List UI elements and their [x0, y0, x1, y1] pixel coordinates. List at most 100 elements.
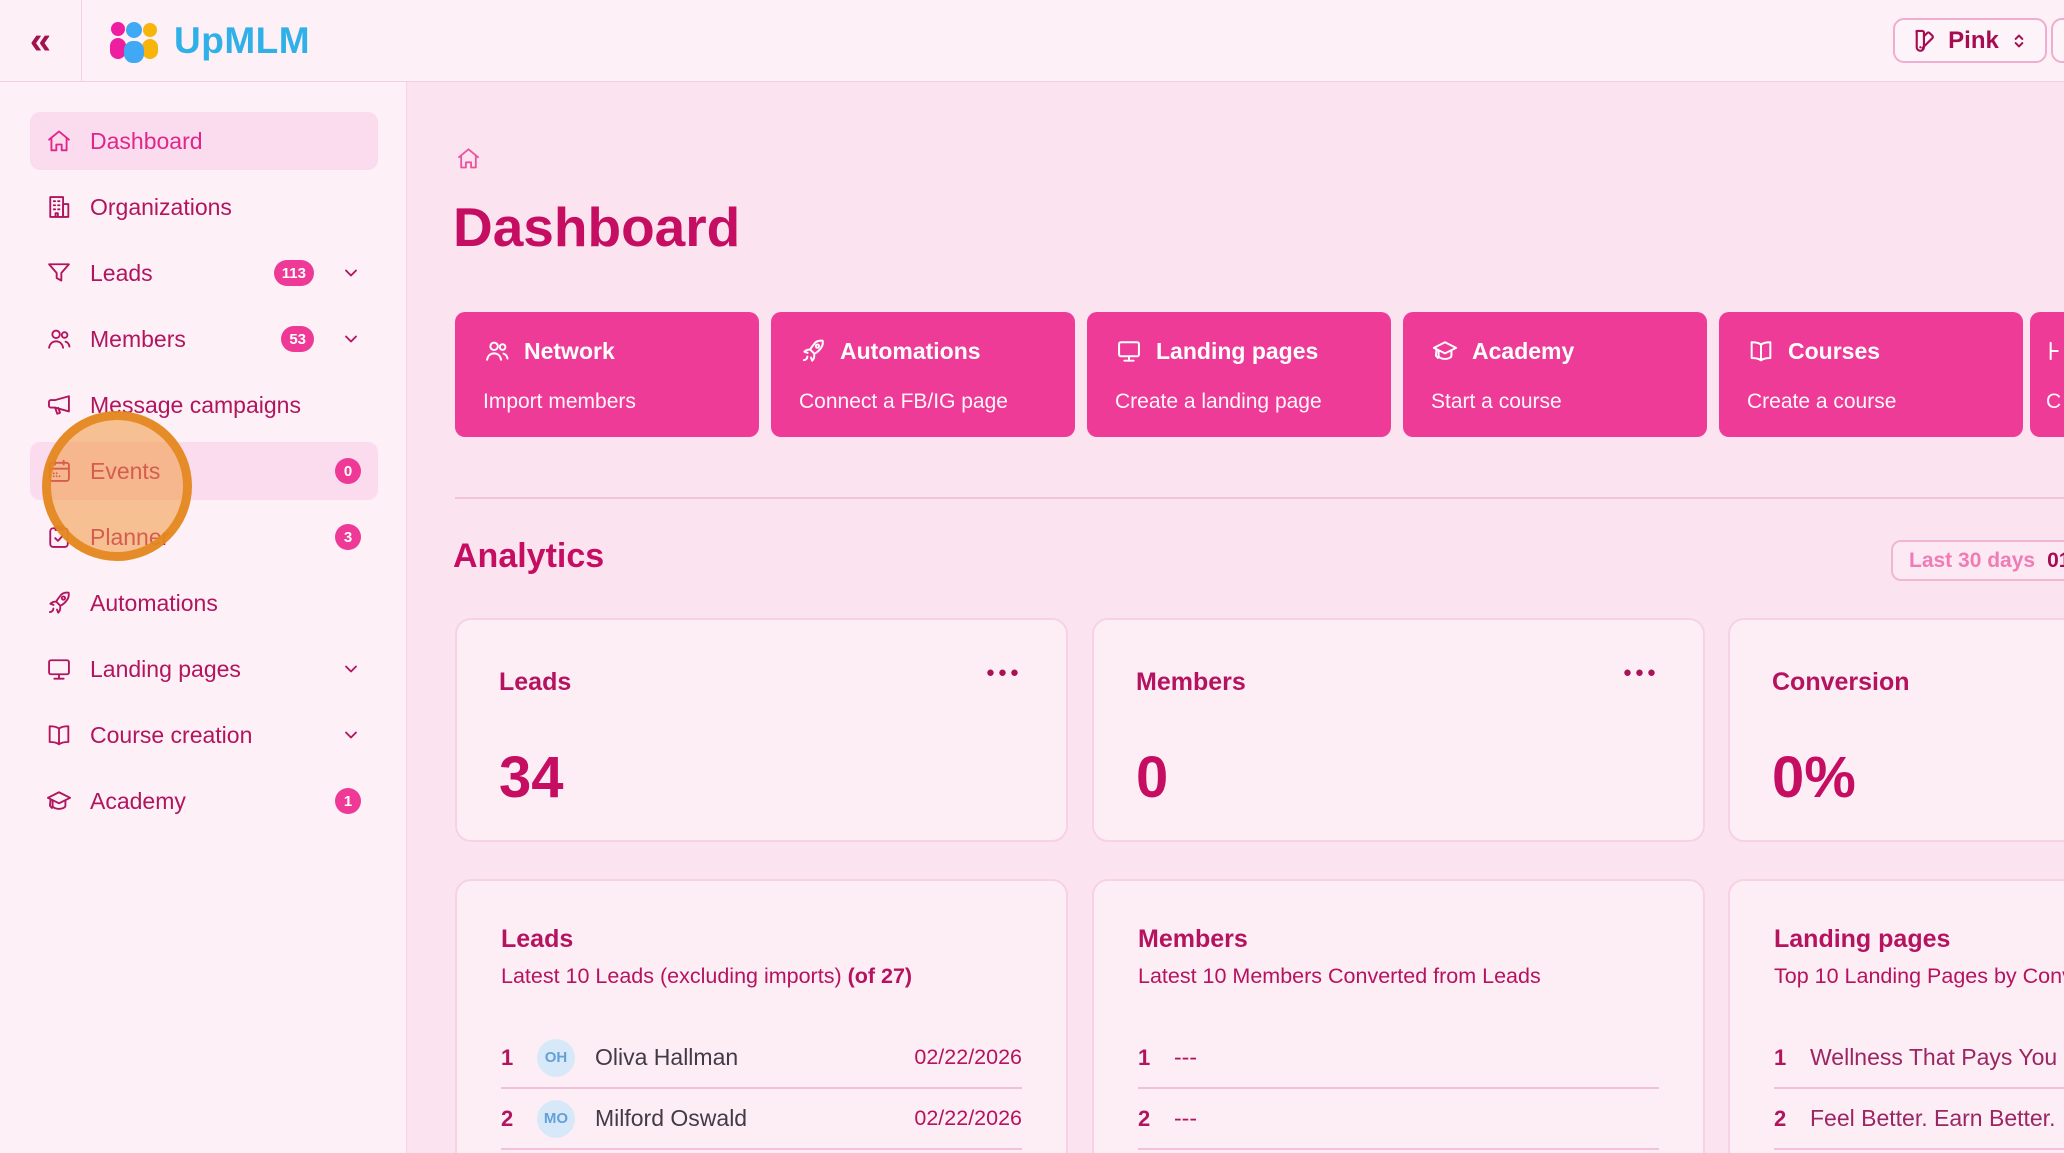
book-icon [1750, 341, 1772, 362]
card-menu-button[interactable]: ●●● [985, 664, 1022, 681]
rocket-icon [802, 339, 824, 362]
lead-row[interactable]: 2 MO Milford Oswald 02/22/2026 [501, 1089, 1022, 1150]
quick-action-network[interactable]: Network Import members [455, 312, 759, 437]
sidebar-item-message-campaigns[interactable]: Message campaigns [30, 376, 378, 434]
sidebar-item-leads[interactable]: Leads 113 [30, 244, 378, 302]
stat-card-title: Conversion [1772, 668, 1910, 696]
sidebar-item-label: Leads [90, 259, 153, 286]
landing-page-row[interactable]: 1 Wellness That Pays You Back [1774, 1028, 2064, 1089]
sidebar-item-label: Landing pages [90, 655, 241, 682]
sidebar-collapse-button[interactable]: « [0, 0, 82, 81]
card-menu-button[interactable]: ●●● [1622, 664, 1659, 681]
logo-text: UpMLM [174, 19, 311, 61]
book-icon [48, 725, 70, 746]
sidebar-item-label: Message campaigns [90, 391, 301, 418]
sidebar-item-organizations[interactable]: Organizations [30, 178, 378, 236]
swatch-book-icon [1915, 29, 1935, 52]
monitor-icon [48, 659, 70, 680]
quick-action-courses[interactable]: Courses Create a course [1719, 312, 2023, 437]
lead-row[interactable]: 1 OH Oliva Hallman 02/22/2026 [501, 1028, 1022, 1089]
date-value: 01/2 [2047, 548, 2064, 572]
quick-action-subtitle: Create a landing page [1115, 390, 1322, 413]
quick-action-title: Landing pages [1156, 337, 1319, 364]
quick-action-title: Automations [840, 337, 981, 364]
graduation-cap-icon [46, 791, 72, 810]
logo-people-icon [110, 21, 158, 63]
page-title: Dashboard [453, 196, 741, 258]
sidebar-item-label: Events [90, 457, 161, 484]
sidebar-item-members[interactable]: Members 53 [30, 310, 378, 368]
sidebar-item-events[interactable]: Events 0 [30, 442, 378, 500]
quick-action-subtitle: Create a course [1747, 390, 1897, 413]
list-card-subtitle: Latest 10 Leads (excluding imports) (of … [501, 964, 1022, 989]
chevron-down-icon[interactable] [341, 659, 361, 679]
row-index: 2 [1774, 1105, 1787, 1131]
row-index: 1 [501, 1044, 514, 1070]
app-logo[interactable]: UpMLM [106, 0, 310, 81]
landing-page-row[interactable]: 2 Feel Better. Earn Better. [1774, 1089, 2064, 1150]
lead-date: 02/22/2026 [914, 1106, 1022, 1130]
theme-selector-button[interactable]: Pink [1893, 18, 2047, 63]
rocket-icon [48, 591, 70, 614]
main-content: Dashboard Network Import members Automat… [408, 82, 2064, 1153]
quick-action-subtitle: Connect a FB/IG page [799, 390, 1008, 413]
funnel-icon [48, 263, 70, 282]
sidebar-item-label: Course creation [90, 721, 253, 748]
topbar: « UpMLM Pink [0, 0, 2064, 82]
quick-action-automations[interactable]: Automations Connect a FB/IG page [771, 312, 1075, 437]
sidebar-item-label: Members [90, 325, 186, 352]
sidebar-item-label: Dashboard [90, 127, 203, 154]
chevron-down-icon[interactable] [341, 263, 361, 283]
chevron-up-down-icon [2014, 34, 2024, 47]
lead-name: Milford Oswald [595, 1105, 748, 1131]
list-card-title: Leads [501, 925, 574, 953]
monitor-icon [1118, 341, 1140, 362]
academy-count-badge: 1 [335, 788, 361, 814]
sidebar-item-label: Organizations [90, 193, 232, 220]
home-icon [48, 130, 70, 152]
members-list: 1 --- 2 --- [1138, 1028, 1659, 1150]
theme-selector-label: Pink [1948, 26, 1999, 54]
stat-card-members: Members ●●● 0 [1092, 618, 1705, 842]
stat-card-value: 0% [1772, 745, 1856, 810]
quick-action-academy[interactable]: Academy Start a course [1403, 312, 1707, 437]
chevron-down-icon[interactable] [341, 329, 361, 349]
breadcrumb-home-icon[interactable] [455, 145, 482, 172]
member-name: --- [1174, 1105, 1197, 1131]
section-divider [455, 497, 2064, 499]
chevron-down-icon[interactable] [341, 725, 361, 745]
quick-action-subtitle: Import members [483, 390, 636, 413]
date-range-filter[interactable]: Last 30 days 01/2 [1891, 540, 2064, 581]
member-row[interactable]: 2 --- [1138, 1089, 1659, 1150]
leads-count-badge: 113 [273, 260, 314, 286]
row-index: 1 [1774, 1044, 1787, 1070]
list-card-title: Landing pages [1774, 925, 1951, 953]
sidebar-item-planner[interactable]: Planner 3 [30, 508, 378, 566]
sidebar-item-landing-pages[interactable]: Landing pages [30, 640, 378, 698]
avatar: OH [537, 1038, 575, 1077]
double-chevron-left-icon: « [29, 19, 52, 62]
topbar-edge-button[interactable] [2051, 18, 2064, 63]
landing-page-name: Wellness That Pays You Back [1810, 1044, 2064, 1070]
row-index: 2 [501, 1105, 514, 1131]
quick-action-clipped[interactable]: C [2030, 312, 2064, 437]
list-card-subtitle: Latest 10 Members Converted from Leads [1138, 964, 1541, 988]
stat-card-leads: Leads ●●● 34 [455, 618, 1068, 842]
users-icon [48, 329, 71, 349]
sidebar-item-course-creation[interactable]: Course creation [30, 706, 378, 764]
member-row[interactable]: 1 --- [1138, 1028, 1659, 1089]
events-count-badge: 0 [335, 458, 361, 484]
list-card-members: Members Latest 10 Members Converted from… [1092, 879, 1705, 1153]
list-card-subtitle: Top 10 Landing Pages by Conversion [1774, 964, 2064, 988]
sidebar-item-label: Academy [90, 787, 186, 814]
megaphone-icon [48, 395, 70, 415]
date-range-label: Last 30 days [1909, 548, 2036, 572]
sidebar-item-academy[interactable]: Academy 1 [30, 772, 378, 830]
sidebar-item-dashboard[interactable]: Dashboard [30, 112, 378, 170]
quick-action-landing-pages[interactable]: Landing pages Create a landing page [1087, 312, 1391, 437]
stat-card-title: Leads [499, 668, 572, 696]
clipped-icon [2049, 341, 2059, 361]
sidebar-item-automations[interactable]: Automations [30, 574, 378, 632]
avatar: MO [537, 1099, 575, 1138]
quick-action-subtitle: C [2046, 390, 2062, 413]
